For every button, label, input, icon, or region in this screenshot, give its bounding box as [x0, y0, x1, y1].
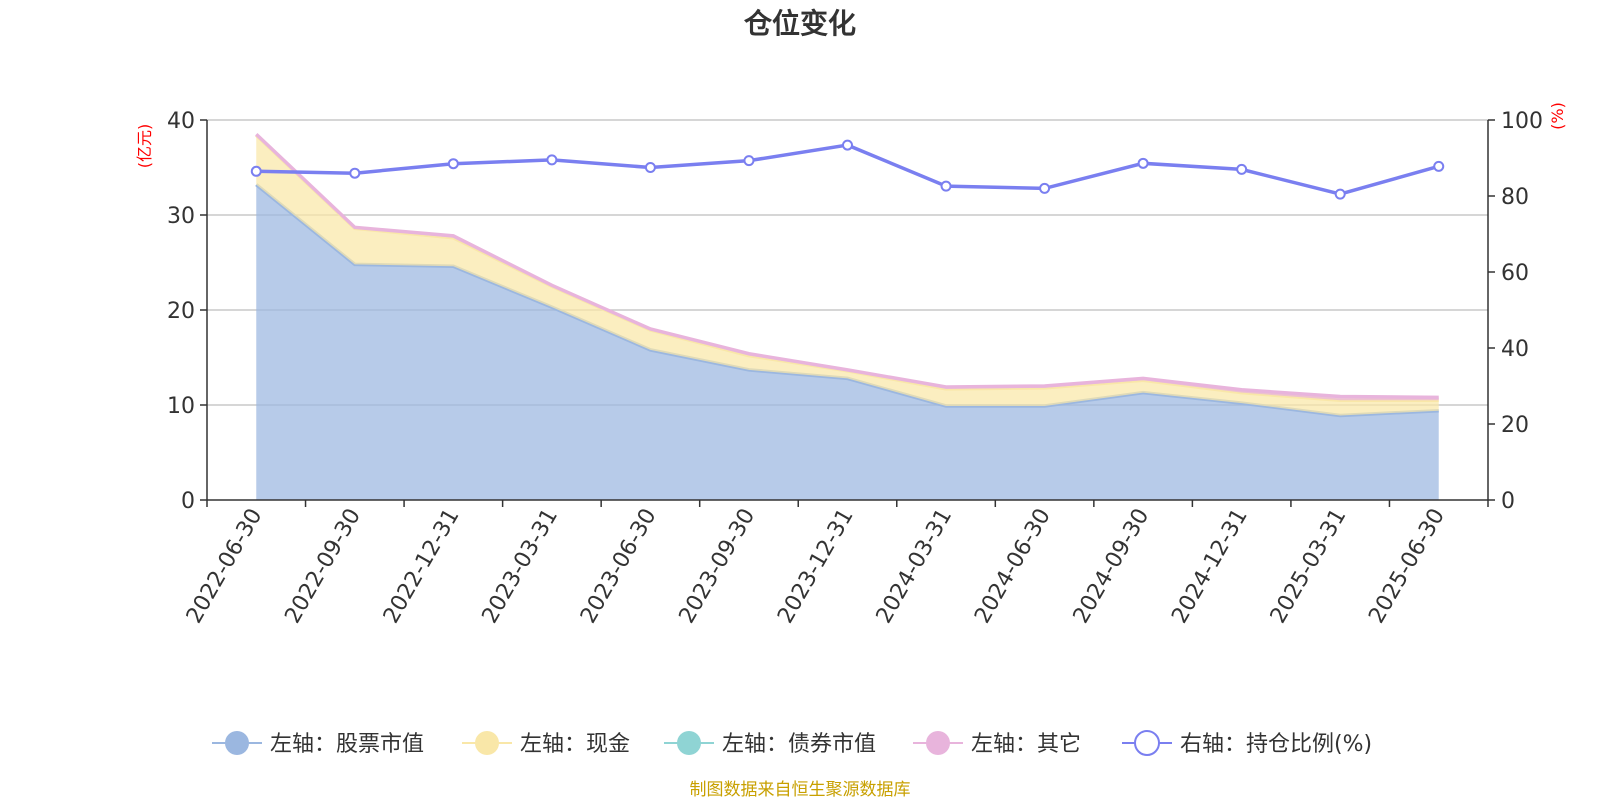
- x-tick-label: 2022-06-30: [182, 505, 268, 628]
- x-tick-label: 2023-06-30: [576, 505, 662, 628]
- left-tick-label: 0: [181, 489, 195, 514]
- x-tick-label: 2022-12-31: [379, 505, 465, 628]
- x-tick-label: 2024-09-30: [1069, 505, 1155, 628]
- left-tick-label: 10: [167, 394, 195, 419]
- legend-label-4: 右轴：持仓比例(%): [1180, 732, 1372, 757]
- source-note: 制图数据来自恒生聚源数据库: [690, 780, 911, 800]
- x-tick-label: 2023-09-30: [675, 505, 761, 628]
- right-tick-label: 100: [1501, 109, 1543, 134]
- left-tick-label: 30: [167, 204, 195, 229]
- left-tick-label: 40: [167, 109, 195, 134]
- ratio-point: [349, 167, 361, 179]
- legend-marker-3: [926, 731, 950, 755]
- x-tick-label: 2023-03-31: [478, 505, 564, 628]
- right-tick-label: 80: [1501, 185, 1529, 210]
- area-fill-0: [256, 184, 1439, 500]
- ratio-point: [940, 180, 952, 192]
- ratio-point: [250, 165, 262, 177]
- ratio-point: [743, 155, 755, 167]
- legend-marker-1: [475, 731, 499, 755]
- chart-title: 仓位变化: [744, 7, 856, 40]
- right-tick-label: 0: [1501, 489, 1515, 514]
- legend-label-3: 左轴：其它: [971, 732, 1081, 757]
- ratio-point: [1039, 182, 1051, 194]
- legend-label-2: 左轴：债券市值: [722, 732, 876, 757]
- area-fill-1: [256, 135, 1439, 416]
- legend-marker-2: [677, 731, 701, 755]
- legend-marker-4: [1134, 730, 1160, 756]
- right-tick-label: 40: [1501, 337, 1529, 362]
- area-series: [255, 132, 1439, 500]
- ratio-point: [1433, 160, 1445, 172]
- x-tick-label: 2025-03-31: [1266, 505, 1352, 628]
- x-tick-label: 2024-03-31: [872, 505, 958, 628]
- x-tick-label: 2024-06-30: [970, 505, 1056, 628]
- right-tick-label: 20: [1501, 413, 1529, 438]
- left-axis-unit: (亿元): [135, 124, 154, 169]
- x-tick-label: 2023-12-31: [773, 505, 859, 628]
- ratio-point: [447, 158, 459, 170]
- right-tick-label: 60: [1501, 261, 1529, 286]
- legend-marker-0: [225, 731, 249, 755]
- left-tick-label: 20: [167, 299, 195, 324]
- ratio-point: [1137, 157, 1149, 169]
- ratio-line: [256, 143, 1440, 196]
- ratio-point: [1334, 188, 1346, 200]
- ratio-point: [644, 162, 656, 173]
- x-tick-label: 2025-06-30: [1364, 505, 1450, 628]
- legend-label-0: 左轴：股票市值: [270, 732, 424, 757]
- x-tick-label: 2022-09-30: [280, 505, 366, 628]
- area-edge-3: [255, 132, 1439, 400]
- ratio-point: [1236, 163, 1248, 175]
- ratio-line-series: [250, 139, 1445, 200]
- x-tick-label: 2024-12-31: [1167, 505, 1253, 628]
- legend: 左轴：股票市值 左轴：现金 左轴：债券市值 左轴：其它 右轴：持仓比例(%): [212, 730, 1372, 757]
- ratio-point: [546, 154, 558, 166]
- right-axis-unit: (%): [1548, 102, 1567, 130]
- ratio-point: [842, 139, 853, 151]
- legend-label-1: 左轴：现金: [520, 732, 630, 757]
